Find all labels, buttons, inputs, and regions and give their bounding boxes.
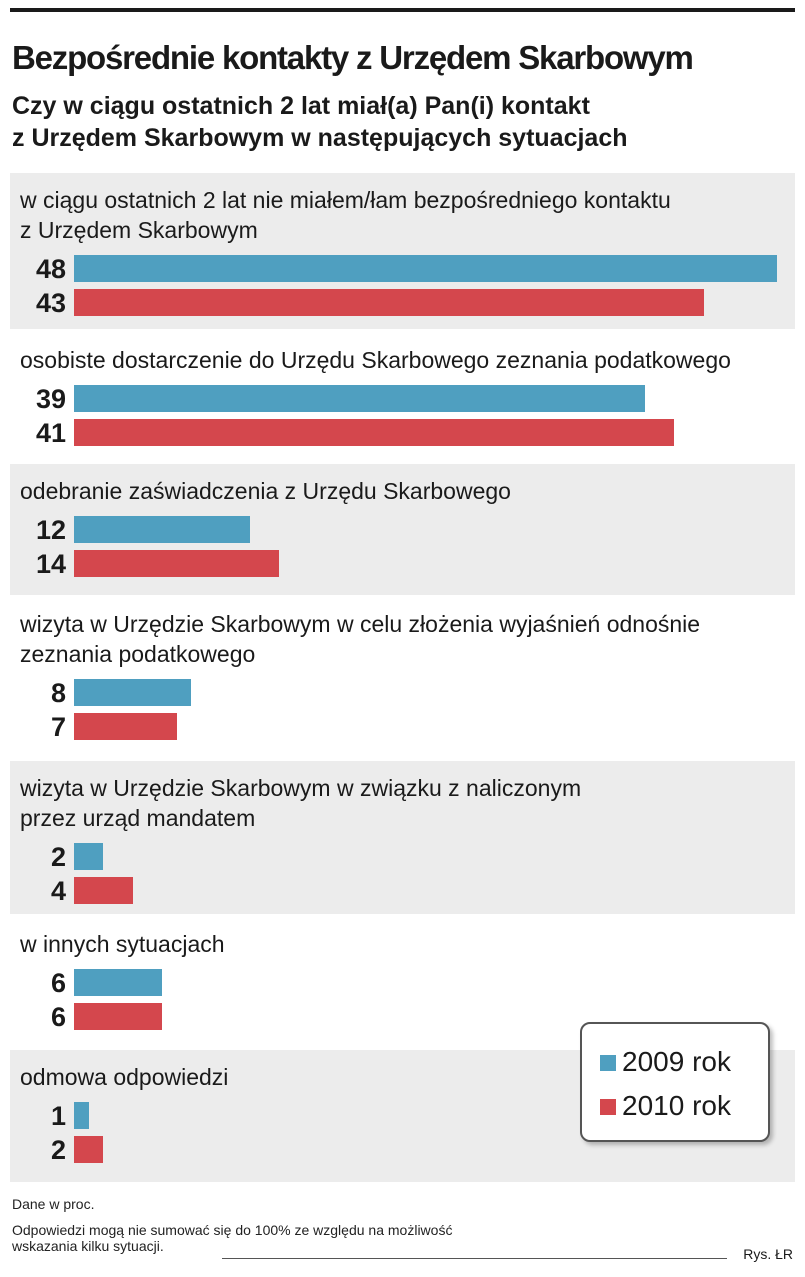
category-label-line: w ciągu ostatnich 2 lat nie miałem/łam b… xyxy=(20,187,671,213)
top-rule xyxy=(10,8,795,12)
value-label-2010: 4 xyxy=(50,876,66,906)
value-label-2009: 1 xyxy=(50,1101,66,1131)
category-label: wizyta w Urzędzie Skarbowym w celu złoże… xyxy=(20,609,790,669)
value-label-2010: 41 xyxy=(35,418,66,448)
bar-group: wizyta w Urzędzie Skarbowym w związku z … xyxy=(10,761,795,914)
bar-2009 xyxy=(74,1102,89,1129)
bar-2009 xyxy=(74,255,777,282)
category-label-line: odmowa odpowiedzi xyxy=(20,1064,229,1090)
legend-label-2009: 2009 rok xyxy=(622,1046,731,1077)
bar-2009 xyxy=(74,679,192,706)
footnote-line-2: wskazania kilku sytuacji. xyxy=(12,1238,164,1254)
category-label-line: z Urzędem Skarbowym xyxy=(20,217,258,243)
legend: 2009 rok 2010 rok xyxy=(580,1022,770,1142)
value-label-2009: 2 xyxy=(50,842,66,872)
bar-2009 xyxy=(74,516,250,543)
value-label-2009: 48 xyxy=(35,254,66,284)
category-label-line: odebranie zaświadczenia z Urzędu Skarbow… xyxy=(20,478,511,504)
chart-subtitle: Czy w ciągu ostatnich 2 lat miał(a) Pan(… xyxy=(12,90,797,154)
bar-group: w innych sytuacjach 6 6 xyxy=(10,917,795,1047)
value-label-2009: 8 xyxy=(50,678,66,708)
category-label: w innych sytuacjach xyxy=(20,929,790,959)
bar-group: odebranie zaświadczenia z Urzędu Skarbow… xyxy=(10,464,795,595)
bar-2010 xyxy=(74,289,704,316)
chart-title: Bezpośrednie kontakty z Urzędem Skarbowy… xyxy=(12,39,694,76)
category-label-line: wizyta w Urzędzie Skarbowym w związku z … xyxy=(20,775,582,801)
value-label-2010: 6 xyxy=(50,1002,66,1032)
category-label: odmowa odpowiedzi xyxy=(20,1062,790,1092)
category-label-line: w innych sytuacjach xyxy=(20,931,225,957)
category-label: wizyta w Urzędzie Skarbowym w związku z … xyxy=(20,773,790,833)
footnote-line-1: Odpowiedzi mogą nie sumować się do 100% … xyxy=(12,1222,453,1238)
value-label-2010: 7 xyxy=(50,712,66,742)
value-label-2009: 6 xyxy=(50,968,66,998)
bar-group: osobiste dostarczenie do Urzędu Skarbowe… xyxy=(10,333,795,461)
category-label-line: zeznania podatkowego xyxy=(20,641,256,667)
value-label-2010: 14 xyxy=(35,549,66,579)
bar-group: wizyta w Urzędzie Skarbowym w celu złoże… xyxy=(10,597,795,758)
category-label-line: wizyta w Urzędzie Skarbowym w celu złoże… xyxy=(20,611,701,637)
legend-swatch-2010 xyxy=(600,1099,616,1115)
bar-2010 xyxy=(74,1136,104,1163)
category-label: osobiste dostarczenie do Urzędu Skarbowe… xyxy=(20,345,790,375)
legend-label-2010: 2010 rok xyxy=(622,1090,731,1121)
bar-2009 xyxy=(74,843,104,870)
bar-group: w ciągu ostatnich 2 lat nie miałem/łam b… xyxy=(10,173,795,329)
bar-2009 xyxy=(74,969,162,996)
unit-note: Dane w proc. xyxy=(12,1196,95,1212)
bar-2010 xyxy=(74,877,133,904)
bar-2010 xyxy=(74,1003,162,1030)
credit: Rys. ŁR xyxy=(743,1246,793,1262)
bar-2010 xyxy=(74,713,177,740)
bar-2009 xyxy=(74,385,646,412)
value-label-2010: 43 xyxy=(35,288,66,318)
subtitle-line-2: z Urzędem Skarbowym w następujących sytu… xyxy=(12,124,628,152)
value-label-2009: 39 xyxy=(35,384,66,414)
category-label-line: przez urząd mandatem xyxy=(20,805,256,831)
subtitle-line-1: Czy w ciągu ostatnich 2 lat miał(a) Pan(… xyxy=(12,92,590,120)
legend-swatch-2009 xyxy=(600,1055,616,1071)
credit-rule xyxy=(222,1258,727,1259)
bar-2010 xyxy=(74,550,280,577)
value-label-2010: 2 xyxy=(50,1135,66,1165)
category-label: odebranie zaświadczenia z Urzędu Skarbow… xyxy=(20,476,790,506)
bar-2010 xyxy=(74,419,675,446)
category-label-line: osobiste dostarczenie do Urzędu Skarbowe… xyxy=(20,347,731,373)
category-label: w ciągu ostatnich 2 lat nie miałem/łam b… xyxy=(20,185,790,245)
value-label-2009: 12 xyxy=(35,515,66,545)
footnote: Odpowiedzi mogą nie sumować się do 100% … xyxy=(12,1222,452,1254)
